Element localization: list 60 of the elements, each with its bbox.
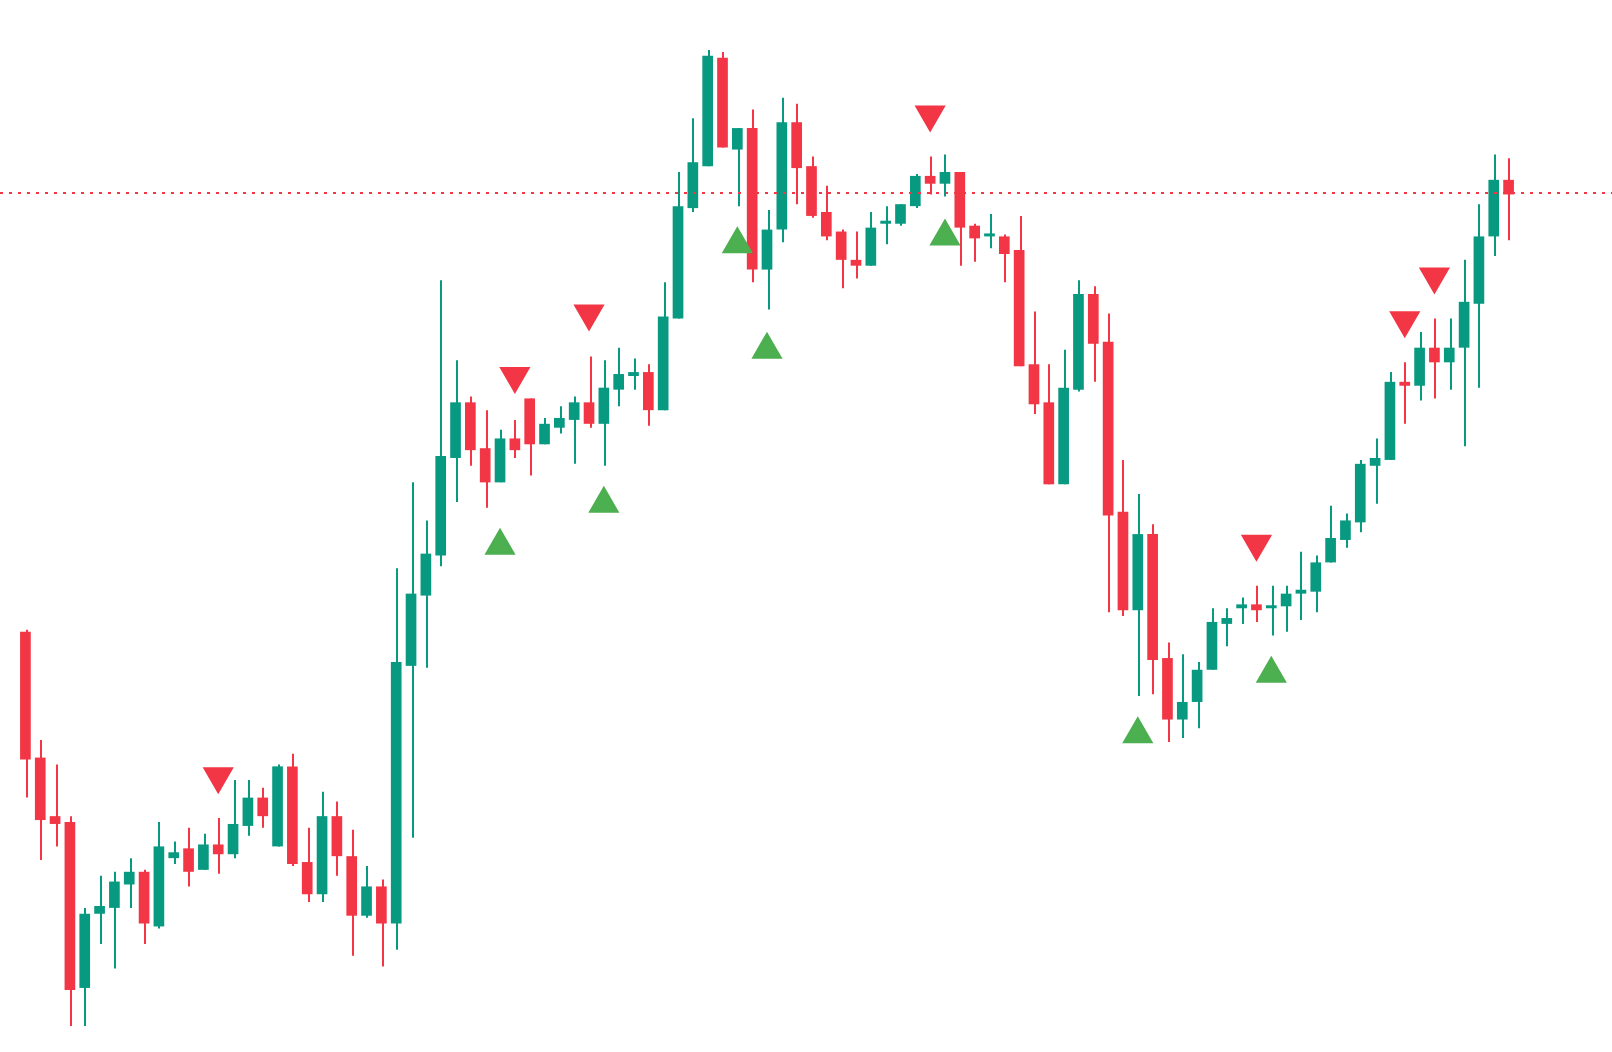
candlestick bbox=[1251, 584, 1262, 623]
candlestick bbox=[109, 870, 120, 970]
candlestick bbox=[198, 832, 209, 871]
candlestick bbox=[568, 395, 580, 465]
candlestick bbox=[583, 355, 595, 429]
candlestick bbox=[242, 779, 254, 837]
candlestick bbox=[1414, 331, 1425, 402]
candlestick bbox=[183, 826, 194, 888]
candlestick bbox=[998, 233, 1010, 284]
candlestick bbox=[361, 864, 372, 919]
candlestick bbox=[1221, 607, 1233, 648]
candlestick bbox=[598, 359, 610, 467]
candlestick bbox=[1191, 660, 1203, 730]
candlestick bbox=[850, 230, 862, 280]
candlestick bbox=[732, 127, 743, 208]
candlestick bbox=[865, 211, 877, 267]
candlestick bbox=[1340, 512, 1351, 549]
candlestick bbox=[761, 209, 773, 311]
candlestick bbox=[939, 153, 951, 198]
candlestick bbox=[420, 519, 432, 669]
candlestick bbox=[1265, 584, 1277, 637]
candlestick bbox=[613, 346, 625, 408]
candlestick bbox=[1399, 361, 1411, 425]
candlestick bbox=[1443, 317, 1455, 391]
candlestick bbox=[94, 874, 105, 946]
candlestick bbox=[909, 172, 921, 210]
candlestick bbox=[1028, 310, 1040, 416]
candlestick bbox=[123, 857, 135, 909]
candlestick bbox=[212, 817, 224, 875]
candlestick bbox=[1176, 653, 1188, 740]
candlestick bbox=[643, 363, 654, 427]
candlestick bbox=[1325, 504, 1336, 564]
candlestick bbox=[376, 878, 387, 968]
candlestick bbox=[880, 205, 891, 246]
candlestick bbox=[1429, 317, 1440, 400]
candlestick bbox=[331, 800, 343, 877]
candlestick bbox=[257, 786, 269, 829]
candlestick bbox=[509, 418, 521, 459]
candlestick bbox=[465, 395, 476, 467]
candlestick bbox=[1236, 596, 1247, 625]
candlestick bbox=[628, 357, 639, 391]
candlestick bbox=[1206, 607, 1218, 671]
candlestick bbox=[1369, 437, 1381, 505]
candlestick bbox=[984, 212, 995, 250]
candlestick bbox=[539, 416, 550, 446]
candlestick bbox=[227, 779, 239, 860]
candlestick bbox=[479, 409, 491, 509]
candlestick bbox=[49, 763, 61, 848]
candlestick bbox=[895, 203, 906, 227]
candlestick bbox=[1310, 554, 1322, 614]
candlestick bbox=[1295, 550, 1307, 621]
candlestick bbox=[524, 397, 536, 477]
candlestick bbox=[168, 840, 180, 865]
candlestick bbox=[969, 222, 980, 263]
candlestick bbox=[1458, 258, 1470, 448]
candlestick bbox=[301, 826, 313, 904]
candlestick bbox=[554, 405, 565, 435]
candlestick bbox=[687, 117, 699, 214]
candlestick bbox=[494, 428, 506, 484]
candlestick bbox=[835, 228, 847, 290]
